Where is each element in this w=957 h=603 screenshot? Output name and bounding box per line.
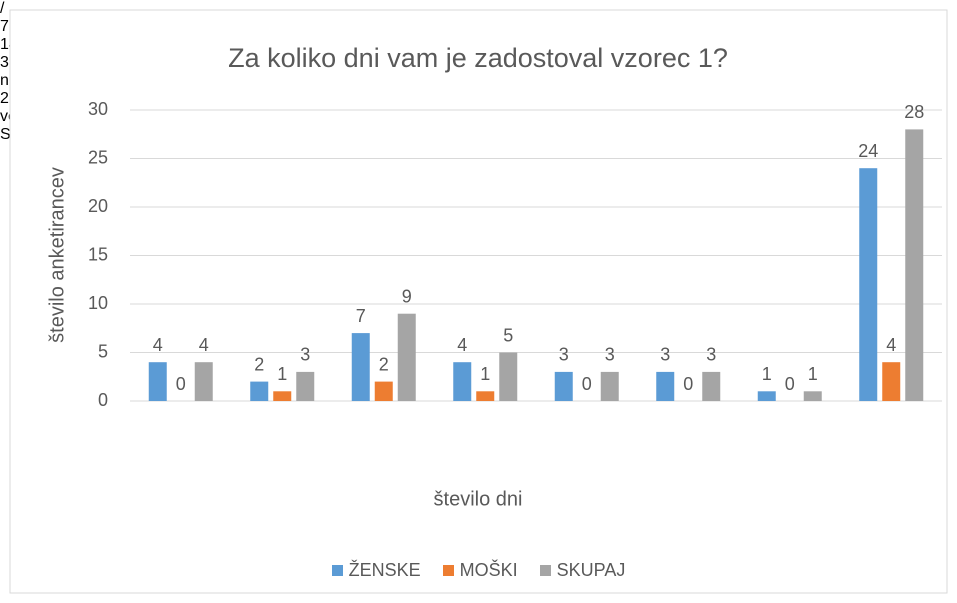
y-tick-label: 0 [98, 390, 108, 410]
data-label: 1 [480, 364, 490, 384]
legend-item: MOŠKI [442, 560, 518, 581]
data-label: 24 [858, 141, 878, 161]
y-tick-label: 20 [88, 196, 108, 216]
legend-swatch [331, 565, 343, 576]
data-label: 4 [886, 335, 896, 355]
bar [882, 362, 901, 401]
data-label: 4 [199, 335, 209, 355]
data-label: 3 [605, 345, 615, 365]
bar [374, 381, 393, 401]
bar [397, 313, 416, 401]
bar [859, 168, 878, 401]
y-tick-label: 25 [88, 147, 108, 167]
legend-label: MOŠKI [459, 560, 518, 580]
bar [273, 391, 292, 401]
bar [803, 391, 822, 401]
legend-swatch [539, 565, 551, 576]
bar [453, 362, 472, 401]
data-label: 3 [660, 345, 670, 365]
bar [702, 371, 721, 401]
data-label: 3 [706, 345, 716, 365]
bar [296, 371, 315, 401]
data-label: 3 [559, 345, 569, 365]
bar [148, 362, 167, 401]
y-tick-label: 5 [98, 341, 108, 361]
bar [476, 391, 495, 401]
chart-frame [9, 9, 948, 594]
y-axis-label: število anketirancev [46, 167, 68, 343]
bar [250, 381, 269, 401]
data-label: 2 [379, 354, 389, 374]
data-label: 0 [582, 374, 592, 394]
data-label: 28 [904, 102, 924, 122]
legend-label: ŽENSKE [348, 560, 421, 580]
bar [194, 362, 213, 401]
legend-item: SKUPAJ [539, 560, 626, 581]
legend-swatch [442, 565, 454, 576]
data-label: 0 [683, 374, 693, 394]
legend: ŽENSKE MOŠKI SKUPAJ [0, 560, 957, 581]
chart-title: Za koliko dni vam je zadostoval vzorec 1… [228, 43, 728, 73]
bar [757, 391, 776, 401]
bar [905, 129, 924, 401]
data-label: 1 [762, 364, 772, 384]
data-label: 0 [176, 374, 186, 394]
y-tick-label: 15 [88, 244, 108, 264]
data-label: 3 [300, 345, 310, 365]
data-label: 4 [457, 335, 467, 355]
bar [656, 371, 675, 401]
bar [600, 371, 619, 401]
x-tick-label: / [0, 0, 5, 17]
bar [554, 371, 573, 401]
data-label: 9 [402, 286, 412, 306]
x-axis-label: število dni [434, 488, 523, 510]
data-label: 4 [153, 335, 163, 355]
y-tick-label: 30 [88, 99, 108, 119]
data-label: 1 [808, 364, 818, 384]
legend-label: SKUPAJ [556, 560, 626, 580]
data-label: 2 [254, 354, 264, 374]
legend-item: ŽENSKE [331, 560, 421, 581]
y-tick-label: 10 [88, 293, 108, 313]
bar [351, 333, 370, 401]
data-label: 1 [277, 364, 287, 384]
data-label: 5 [503, 325, 513, 345]
data-label: 0 [785, 374, 795, 394]
data-label: 7 [356, 306, 366, 326]
bar [499, 352, 518, 401]
